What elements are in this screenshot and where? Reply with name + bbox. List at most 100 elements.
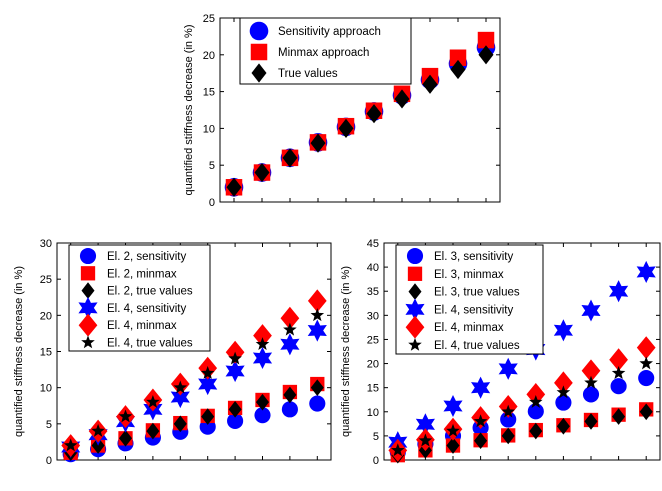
data-point	[280, 306, 300, 330]
y-axis-label: quantified stiffness decrease (in %)	[13, 266, 25, 437]
y-tick-label: 5	[373, 431, 379, 443]
data-point	[310, 133, 326, 153]
data-point	[227, 412, 244, 429]
data-point	[310, 308, 325, 322]
legend-label: El. 4, sensitivity	[434, 304, 513, 316]
legend-marker	[78, 296, 98, 319]
data-point	[612, 408, 626, 425]
data-point	[228, 351, 242, 365]
data-point	[478, 45, 494, 65]
legend-marker	[78, 313, 98, 337]
legend-marker	[408, 337, 422, 351]
axes-frame	[383, 242, 661, 461]
data-point	[418, 433, 433, 447]
data-point	[63, 438, 78, 452]
y-tick-label: 15	[203, 87, 215, 99]
legend-label: El. 3, sensitivity	[434, 251, 513, 263]
data-point	[584, 413, 598, 430]
data-point	[501, 404, 515, 418]
legend-label: El. 4, minmax	[434, 322, 504, 334]
legend: Sensitivity approach Minmax approach True …	[239, 17, 412, 85]
y-tick-label: 40	[367, 262, 379, 274]
legend-box	[239, 17, 412, 85]
legend-marker	[408, 283, 422, 300]
data-point	[581, 299, 601, 322]
y-tick-label: 30	[40, 238, 52, 250]
data-point	[609, 348, 628, 372]
legend: El. 2, sensitivity El. 2, minmax El. 2, tr…	[68, 244, 211, 352]
data-point	[556, 385, 571, 399]
data-point	[118, 409, 133, 423]
data-point	[254, 407, 271, 424]
data-point	[450, 59, 466, 80]
legend-marker	[251, 63, 267, 83]
legend-label: El. 3, true values	[434, 287, 520, 299]
legend-label: El. 2, true values	[107, 286, 193, 298]
data-point	[446, 437, 460, 454]
legend-label: El. 2, sensitivity	[107, 251, 186, 263]
data-point	[471, 376, 491, 399]
y-tick-label: 25	[40, 274, 52, 286]
data-point	[500, 411, 517, 428]
legend-label: El. 4, true values	[434, 340, 520, 352]
series-3	[64, 379, 324, 462]
data-point	[307, 319, 327, 342]
data-point	[283, 322, 297, 336]
series-2	[390, 402, 654, 463]
y-tick-label: 30	[367, 310, 379, 322]
legend-label: El. 4, true values	[107, 338, 193, 350]
data-point	[473, 414, 488, 428]
y-tick-label: 20	[40, 310, 52, 322]
data-point	[449, 49, 467, 66]
data-point	[501, 427, 515, 445]
data-point	[252, 346, 273, 370]
data-point	[636, 336, 656, 360]
data-point	[225, 359, 245, 383]
data-point	[422, 74, 438, 94]
data-point	[309, 395, 326, 412]
data-point	[146, 422, 160, 440]
data-point	[366, 104, 382, 124]
series-3	[226, 45, 494, 197]
y-tick-label: 0	[46, 455, 52, 467]
data-point	[554, 371, 573, 395]
y-tick-label: 25	[203, 13, 215, 25]
legend-label: El. 3, minmax	[434, 269, 504, 281]
y-tick-label: 45	[367, 238, 379, 250]
data-point	[610, 378, 627, 395]
data-point	[198, 373, 218, 396]
y-tick-label: 25	[367, 334, 379, 346]
data-point	[280, 333, 300, 356]
series-6	[63, 308, 325, 452]
data-point	[446, 423, 460, 437]
data-point	[391, 443, 405, 457]
y-tick-label: 0	[373, 455, 379, 467]
data-point	[394, 89, 410, 109]
data-point	[256, 393, 269, 411]
chart-3: 0 5 10 15 20 25 30 35 40 45 quantified stiffness d…	[340, 238, 661, 467]
data-point	[170, 386, 190, 409]
data-point	[146, 394, 160, 408]
y-axis-label: quantified stiffness decrease (in %)	[183, 25, 195, 196]
legend: El. 3, sensitivity El. 3, minmax El. 3, tr…	[395, 244, 544, 355]
data-point	[253, 324, 272, 348]
legend-marker	[79, 247, 97, 265]
y-tick-label: 35	[367, 286, 379, 298]
legend-marker	[80, 266, 96, 281]
y-tick-label: 15	[40, 347, 52, 359]
data-point	[636, 260, 656, 283]
data-point	[228, 401, 242, 418]
data-point	[119, 429, 132, 447]
data-point	[639, 403, 653, 421]
data-point	[584, 375, 598, 389]
y-tick-label: 10	[367, 407, 379, 419]
data-point	[200, 366, 215, 379]
data-point	[477, 31, 495, 49]
data-point	[173, 415, 187, 433]
legend-label: True values	[278, 68, 338, 80]
data-point	[474, 432, 488, 450]
data-point	[529, 394, 543, 408]
legend-marker	[405, 315, 425, 339]
y-tick-label: 0	[209, 197, 215, 209]
